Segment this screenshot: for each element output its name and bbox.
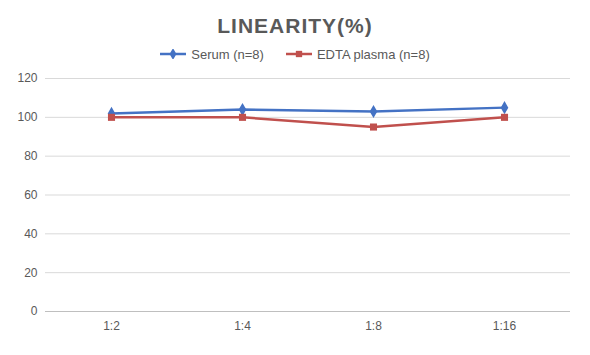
html-text:Serum (n=8): Serum (n=8) — [191, 46, 264, 62]
html-text:EDTA plasma (n=8): EDTA plasma (n=8) — [316, 46, 430, 62]
svg-text:20: 20 — [24, 266, 38, 280]
svg-text:80: 80 — [24, 149, 38, 163]
svg-text:1:4: 1:4 — [234, 319, 251, 333]
svg-text:60: 60 — [24, 188, 38, 202]
svg-text:1:2: 1:2 — [103, 319, 120, 333]
html-text:LINEARITY(%): LINEARITY(%) — [217, 14, 373, 37]
svg-text:1:8: 1:8 — [365, 319, 382, 333]
svg-text:40: 40 — [24, 227, 38, 241]
svg-text:0: 0 — [31, 304, 38, 318]
svg-text:120: 120 — [17, 71, 37, 85]
svg-text:1:16: 1:16 — [493, 319, 517, 333]
svg-text:100: 100 — [17, 110, 37, 124]
